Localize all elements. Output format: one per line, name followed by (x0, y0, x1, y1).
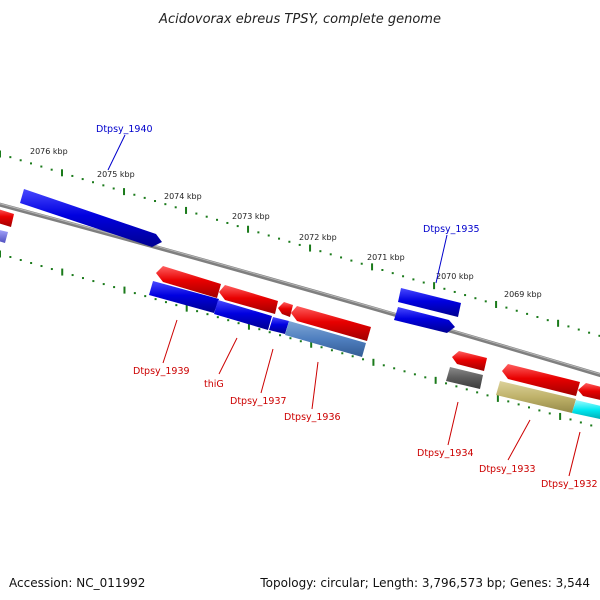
genome-backbone (0, 202, 600, 378)
gene-left-edge-violet[interactable] (0, 229, 8, 243)
gene-dtpsy-1939-lower[interactable] (149, 281, 219, 313)
gene-dtpsy-1934-lower[interactable] (446, 367, 483, 389)
label-dtpsy-1933[interactable]: Dtpsy_1933 (479, 464, 536, 475)
leader-dtpsy-1932 (568, 431, 581, 477)
gene-dtpsy-1932-lower[interactable] (572, 400, 600, 420)
leader-dtpsy-1936 (311, 361, 319, 410)
gene-left-edge-red[interactable] (0, 208, 14, 227)
gene-dtpsy-1936[interactable] (291, 306, 371, 341)
gene-dtpsy-1933-lower[interactable] (496, 381, 576, 413)
gene-dtpsy-1936-lower[interactable] (285, 321, 366, 357)
label-thig[interactable]: thiG (204, 379, 224, 390)
inner-scale-ring (0, 250, 593, 427)
gene-dtpsy-1935-upper[interactable] (398, 288, 461, 317)
gene-dtpsy-1939-upper[interactable] (156, 266, 221, 298)
scale-label-2073: 2073 kbp (232, 212, 270, 221)
scale-label-2076: 2076 kbp (30, 147, 68, 156)
gene-labels: Dtpsy_1940 Dtpsy_1935 Dtpsy_1939 thiG Dt… (96, 124, 598, 490)
scale-label-2070: 2070 kbp (436, 272, 474, 281)
genome-backbone-highlight (0, 203, 600, 375)
label-dtpsy-1939[interactable]: Dtpsy_1939 (133, 366, 190, 377)
scale-label-2074: 2074 kbp (164, 192, 202, 201)
leader-dtpsy-1939 (162, 319, 178, 364)
gene-thig[interactable] (219, 285, 278, 314)
gene-thig-lower[interactable] (214, 300, 272, 330)
leader-dtpsy-1937 (260, 348, 274, 394)
label-dtpsy-1937[interactable]: Dtpsy_1937 (230, 396, 287, 407)
gene-dtpsy-1937[interactable] (278, 302, 293, 317)
label-dtpsy-1932[interactable]: Dtpsy_1932 (541, 479, 598, 490)
leader-dtpsy-1940 (107, 134, 126, 171)
label-dtpsy-1934[interactable]: Dtpsy_1934 (417, 448, 474, 459)
outer-scale-ring (0, 150, 600, 337)
gene-dtpsy-1937-lower[interactable] (269, 317, 289, 334)
map-title: Acidovorax ebreus TPSY, complete genome (158, 12, 441, 27)
forward-strand-features (0, 189, 461, 333)
accession-text: Accession: NC_011992 (9, 576, 146, 590)
gene-dtpsy-1934[interactable] (452, 351, 487, 371)
scale-labels: 2076 kbp 2075 kbp 2074 kbp 2073 kbp 2072… (30, 147, 542, 299)
scale-label-2071: 2071 kbp (367, 253, 405, 262)
gene-dtpsy-1935-lower[interactable] (394, 307, 455, 333)
reverse-strand-features (149, 266, 600, 420)
gene-dtpsy-1940[interactable] (20, 189, 162, 247)
scale-label-2075: 2075 kbp (97, 170, 135, 179)
topology-text: Topology: circular; Length: 3,796,573 bp… (260, 576, 590, 590)
leader-dtpsy-1933 (507, 419, 531, 461)
label-dtpsy-1935[interactable]: Dtpsy_1935 (423, 224, 480, 235)
leader-dtpsy-1935 (435, 234, 448, 284)
label-leaders (107, 134, 581, 477)
leader-thig (218, 337, 238, 375)
scale-label-2069: 2069 kbp (504, 290, 542, 299)
label-dtpsy-1936[interactable]: Dtpsy_1936 (284, 412, 341, 423)
gene-dtpsy-1932[interactable] (578, 383, 600, 401)
gene-dtpsy-1933[interactable] (502, 364, 580, 396)
label-dtpsy-1940[interactable]: Dtpsy_1940 (96, 124, 153, 135)
scale-label-2072: 2072 kbp (299, 233, 337, 242)
leader-dtpsy-1934 (447, 401, 459, 446)
